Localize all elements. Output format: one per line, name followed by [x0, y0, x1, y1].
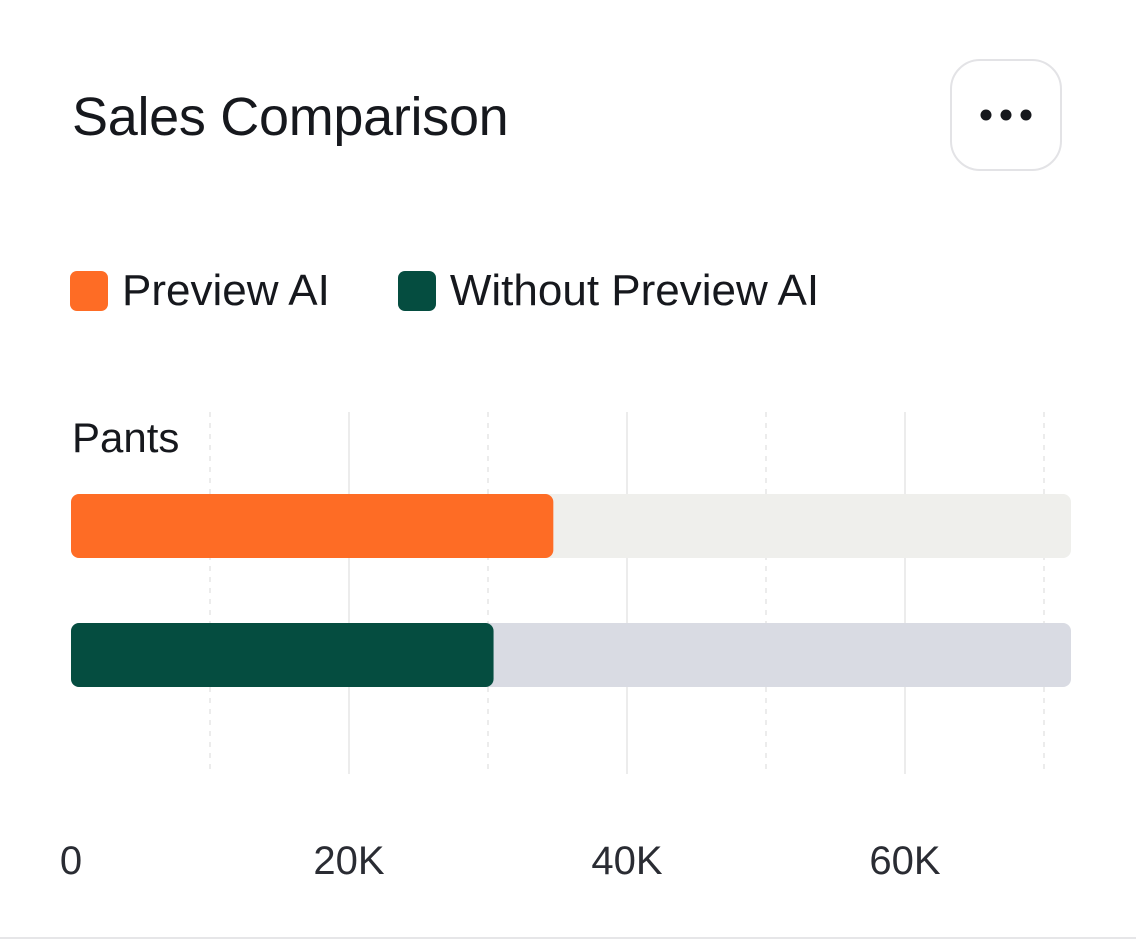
more-options-button[interactable]	[950, 59, 1062, 171]
legend-item-without-preview-ai[interactable]: Without Preview AI	[397, 266, 820, 316]
legend-item-preview-ai[interactable]: Preview AI	[70, 266, 330, 316]
chart-title: Sales Comparison	[72, 87, 509, 147]
legend-swatch-preview-ai	[70, 271, 108, 311]
legend-label: Preview AI	[122, 266, 330, 315]
legend-label: Without Preview AI	[449, 266, 820, 315]
legend-swatch-without-preview-ai	[397, 271, 436, 311]
bar-without-preview-ai	[71, 623, 494, 687]
bar-preview-ai	[71, 494, 554, 558]
chart-legend: Preview AI Without Preview AI	[70, 266, 887, 316]
x-tick-label: 40K	[591, 839, 662, 883]
x-tick-label: 60K	[869, 839, 940, 883]
x-tick-label: 0	[60, 839, 82, 883]
category-label: Pants	[72, 414, 179, 461]
x-tick-label: 20K	[313, 839, 384, 883]
more-horizontal-icon	[980, 109, 1032, 121]
